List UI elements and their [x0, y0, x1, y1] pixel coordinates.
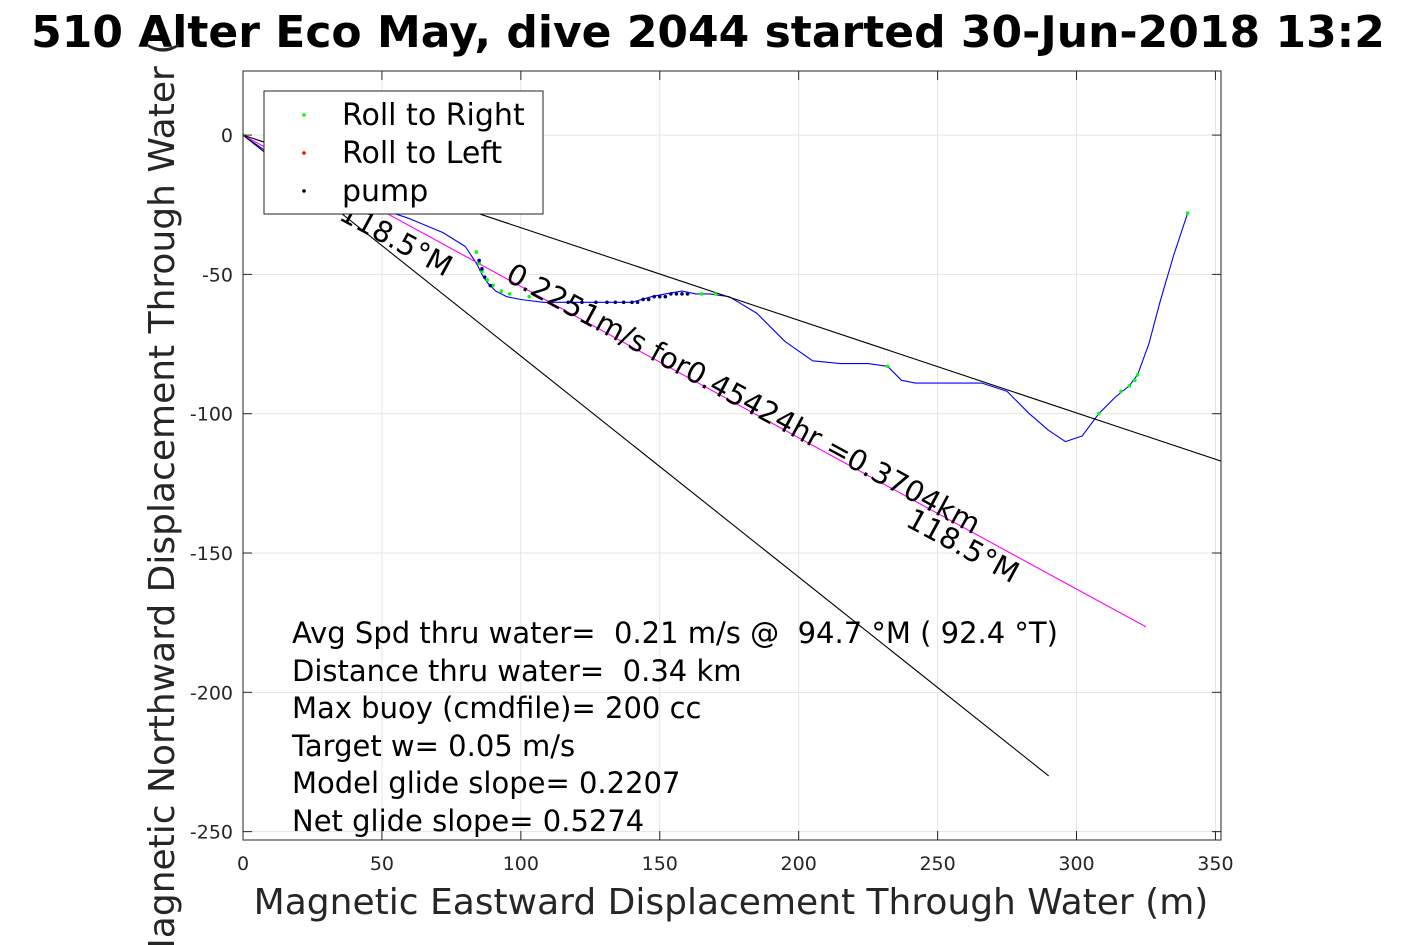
x-axis-label: Magnetic Eastward Displacement Through W…	[254, 882, 1209, 923]
pump-marker	[663, 294, 668, 299]
roll-right-marker	[491, 283, 495, 288]
y-axis-label: Magnetic Northward Displacement Through …	[142, 41, 183, 945]
stat-max-buoy: Max buoy (cmdfile)= 200 cc	[292, 691, 701, 725]
pump-marker	[594, 300, 598, 305]
series-course-line-line	[243, 134, 1147, 628]
x-tick-label: 50	[370, 853, 394, 875]
pump-marker	[613, 300, 618, 305]
roll-right-marker	[713, 292, 718, 296]
legend-box	[263, 90, 544, 215]
roll-right-marker	[480, 269, 484, 274]
y-tick-label: -200	[190, 682, 233, 704]
roll-right-marker	[699, 292, 704, 296]
pump-marker	[674, 292, 679, 296]
ticks: 0 50 100 150 200 250 300 350 0 -50 -100 -150 -200 -25…	[190, 71, 1234, 875]
legend-label-roll-left: Roll to Left	[342, 136, 502, 171]
y-tick-label: 0	[221, 125, 233, 147]
x-tick-label: 300	[1058, 853, 1094, 875]
legend-label-roll-right: Roll to Right	[342, 98, 525, 133]
roll-right-marker	[1096, 411, 1101, 416]
x-tick-label: 0	[237, 853, 249, 875]
axes-box	[242, 70, 1222, 841]
stat-avg-speed: Avg Spd thru water= 0.21 m/s @ 94.7 °M (…	[292, 616, 1058, 650]
x-tick-label: 250	[919, 853, 955, 875]
pump-marker	[482, 275, 487, 279]
roll-right-marker	[1133, 378, 1137, 383]
pump-marker	[630, 300, 634, 305]
roll-right-marker	[1119, 389, 1123, 394]
y-tick-label: -100	[190, 404, 233, 426]
stat-target-w: Target w= 0.05 m/s	[291, 729, 575, 763]
pump-marker	[685, 292, 690, 296]
stat-net-glide-slope: Net glide slope= 0.5274	[292, 804, 644, 838]
x-tick-label: 350	[1197, 853, 1233, 875]
y-tick-label: -250	[190, 822, 233, 844]
pump-marker	[488, 283, 493, 288]
roll-right-marker	[885, 364, 890, 369]
roll-right-marker	[485, 278, 490, 282]
roll-right-marker	[1135, 372, 1140, 377]
grid	[242, 71, 1221, 840]
pump-marker	[580, 300, 584, 305]
pump-marker	[680, 292, 684, 296]
roll-right-marker	[507, 292, 512, 296]
pump-marker	[669, 292, 673, 296]
pump-marker	[657, 294, 662, 299]
roll-right-marker	[499, 289, 504, 293]
stat-distance: Distance thru water= 0.34 km	[292, 654, 742, 688]
pump-marker	[605, 300, 609, 305]
dive-statistics: Avg Spd thru water= 0.21 m/s @ 94.7 °M (…	[291, 616, 1058, 838]
legend: Roll to Right Roll to Left pump	[263, 90, 544, 215]
legend-label-pump: pump	[342, 174, 428, 209]
pump-marker	[621, 300, 626, 305]
x-tick-label: 100	[503, 853, 539, 875]
pump-marker	[646, 297, 651, 302]
roll-right-marker	[477, 261, 481, 266]
roll-right-marker	[1185, 211, 1190, 215]
series-envelope-lower-line	[243, 134, 1050, 777]
roll-right-marker	[527, 294, 531, 299]
x-tick-label: 200	[781, 853, 817, 875]
pump-marker	[566, 300, 570, 305]
legend-marker-roll-right	[302, 113, 306, 117]
chart-title: 510 Alter Eco May, dive 2044 started 30-…	[31, 7, 1385, 58]
pump-marker	[635, 300, 640, 305]
legend-marker-pump	[302, 189, 306, 193]
roll-right-marker	[1127, 384, 1132, 388]
pump-marker	[641, 297, 645, 302]
stat-model-glide-slope: Model glide slope= 0.2207	[292, 766, 680, 800]
pump-marker	[652, 294, 657, 299]
pump-marker	[480, 267, 484, 271]
annotations: 0.2251m/s for0.45424hr =0.3704km118.5°M1…	[334, 195, 1025, 590]
y-tick-label: -50	[202, 264, 233, 286]
y-tick-label: -150	[190, 543, 233, 565]
legend-marker-roll-left	[302, 151, 306, 155]
pump-marker	[477, 258, 481, 263]
x-tick-label: 150	[642, 853, 678, 875]
roll-right-marker	[474, 250, 479, 254]
